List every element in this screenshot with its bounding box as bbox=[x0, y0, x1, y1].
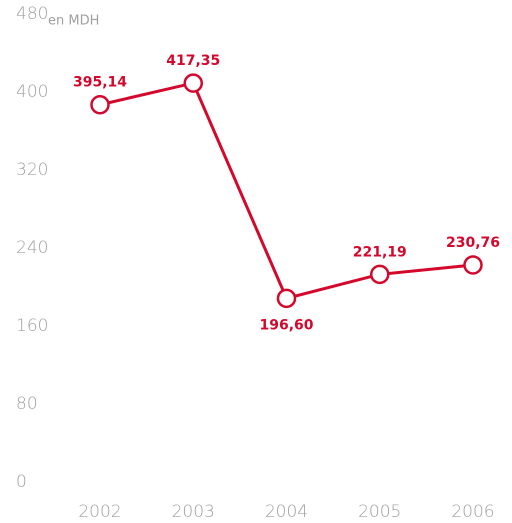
value-label: 221,19 bbox=[353, 244, 407, 260]
y-tick-label: 480 bbox=[16, 4, 48, 24]
point bbox=[276, 288, 297, 309]
point bbox=[463, 255, 483, 275]
point bbox=[370, 264, 390, 285]
value-label: 395,14 bbox=[73, 75, 127, 91]
y-tick-label: 0 bbox=[16, 472, 27, 492]
x-tick-label: 2006 bbox=[451, 502, 494, 522]
y-tick-label: 80 bbox=[16, 394, 38, 414]
y-tick-label: 240 bbox=[16, 238, 48, 258]
y-tick-label: 160 bbox=[16, 316, 48, 336]
x-tick-label: 2005 bbox=[358, 502, 401, 522]
x-tick-label: 2003 bbox=[172, 502, 215, 522]
line bbox=[99, 81, 474, 301]
y-tick-label: 320 bbox=[16, 160, 48, 180]
x-tick-label: 2002 bbox=[78, 502, 121, 522]
value-label: 230,76 bbox=[446, 235, 500, 251]
x-tick-label: 2004 bbox=[265, 502, 308, 522]
value-label: 196,60 bbox=[259, 317, 313, 333]
point bbox=[183, 73, 203, 93]
point bbox=[90, 94, 110, 115]
y-tick-label: 400 bbox=[16, 82, 48, 102]
y-unit-label: en MDH bbox=[48, 14, 99, 29]
value-label: 417,35 bbox=[166, 53, 220, 69]
